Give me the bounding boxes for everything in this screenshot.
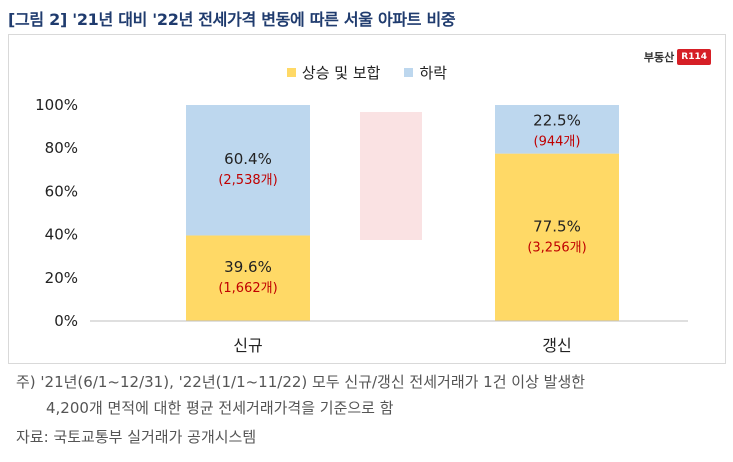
legend: 상승 및 보합 하락 [9,62,725,83]
x-category-label: 신규 [233,336,262,355]
source-note: 자료: 국토교통부 실거래가 공개시스템 [16,428,257,446]
y-tick-label: 60% [45,182,78,200]
bar-segment-up [186,235,310,321]
footnote-line-1: 주) '21년(6/1~12/31), '22년(1/1~11/22) 모두 신… [16,373,586,391]
logo-text: 부동산 [643,51,675,64]
data-label-count: (944개) [534,134,581,149]
y-tick-label: 100% [35,96,78,114]
data-label-count: (1,662개) [218,281,277,296]
legend-label-up: 상승 및 보합 [301,64,381,82]
footnote-line-2: 4,200개 면적에 대한 평균 전세거래가격을 기준으로 함 [46,399,394,417]
data-label-count: (2,538개) [218,173,277,188]
legend-item-up: 상승 및 보합 [286,62,381,83]
bar-segment-up [495,153,619,321]
data-label-percent: 77.5% [533,217,581,235]
y-tick-label: 20% [45,269,78,287]
logo-mark: R114 [677,49,711,65]
bar-segment-down [186,105,310,236]
watermark-logo [360,112,422,240]
y-tick-label: 80% [45,139,78,157]
data-label-percent: 39.6% [224,258,272,276]
legend-item-down: 하락 [404,62,447,83]
x-category-label: 갱신 [542,336,571,355]
chart-title: [그림 2] '21년 대비 '22년 전세가격 변동에 따른 서울 아파트 비… [8,10,456,29]
bar-segment-down [495,105,619,154]
legend-swatch-up [286,68,296,77]
legend-swatch-down [404,68,414,77]
data-label-percent: 22.5% [533,111,581,129]
y-tick-label: 0% [54,312,78,330]
r114-logo: 부동산 R114 [644,49,711,65]
data-label-count: (3,256개) [527,240,586,255]
data-label-percent: 60.4% [224,150,272,168]
y-tick-label: 40% [45,226,78,244]
legend-label-down: 하락 [419,64,448,82]
